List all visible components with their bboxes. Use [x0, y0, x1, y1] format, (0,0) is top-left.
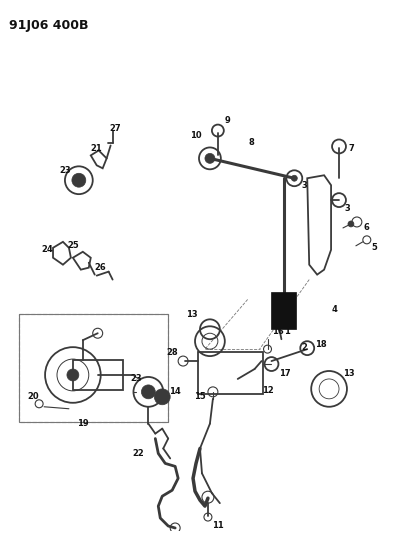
Text: 12: 12 — [262, 386, 274, 395]
Text: 27: 27 — [110, 124, 121, 133]
Text: 6: 6 — [364, 223, 370, 232]
Text: 16: 16 — [272, 327, 283, 336]
Circle shape — [67, 369, 79, 381]
Text: 13: 13 — [343, 369, 355, 378]
Circle shape — [154, 389, 170, 405]
Text: 8: 8 — [249, 138, 254, 147]
Text: 23: 23 — [59, 166, 71, 175]
Text: 17: 17 — [279, 369, 290, 378]
Circle shape — [72, 173, 86, 187]
Bar — [198, 352, 262, 394]
Text: 15: 15 — [194, 392, 206, 401]
Circle shape — [348, 221, 354, 227]
Text: 5: 5 — [372, 243, 378, 252]
Text: 1: 1 — [284, 327, 290, 336]
Text: 4: 4 — [331, 305, 337, 314]
Text: 26: 26 — [95, 263, 106, 272]
Text: 19: 19 — [77, 419, 89, 428]
Bar — [272, 292, 296, 329]
Text: 2: 2 — [301, 343, 307, 352]
Text: 11: 11 — [212, 521, 224, 530]
Text: 7: 7 — [348, 144, 354, 153]
Text: 14: 14 — [169, 387, 181, 397]
Text: 24: 24 — [41, 245, 53, 254]
Text: 18: 18 — [315, 340, 327, 349]
Text: 9: 9 — [225, 116, 231, 125]
Text: 22: 22 — [133, 449, 144, 458]
Bar — [73, 360, 123, 390]
Text: 25: 25 — [67, 241, 79, 251]
Circle shape — [141, 385, 155, 399]
Text: 3: 3 — [301, 181, 307, 190]
Bar — [19, 314, 168, 422]
Circle shape — [205, 154, 215, 163]
Text: 13: 13 — [186, 310, 198, 319]
Circle shape — [291, 175, 297, 181]
Bar — [19, 314, 168, 422]
Text: 10: 10 — [190, 131, 202, 140]
Text: 28: 28 — [166, 348, 178, 357]
Text: 23: 23 — [131, 375, 142, 383]
Text: 3: 3 — [344, 204, 350, 213]
Text: 21: 21 — [91, 144, 102, 153]
Text: 91J06 400B: 91J06 400B — [10, 19, 89, 33]
Text: 20: 20 — [27, 392, 39, 401]
